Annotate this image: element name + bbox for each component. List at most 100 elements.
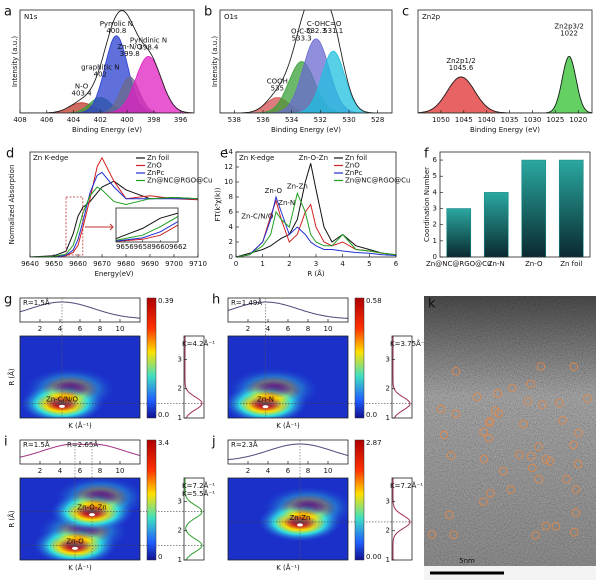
plot-frame bbox=[439, 151, 591, 258]
x-tick-label: 1040 bbox=[478, 116, 496, 124]
inset-line bbox=[116, 221, 178, 242]
r-profile bbox=[392, 336, 411, 418]
panel-label: a bbox=[4, 5, 12, 20]
atom-marker bbox=[526, 451, 536, 461]
colorbar-label: 3.4 bbox=[158, 439, 170, 447]
atom-marker bbox=[569, 440, 578, 450]
y-axis-label: Intensity (a.u.) bbox=[211, 36, 219, 88]
y-tick-label: 2 bbox=[433, 221, 437, 229]
y-tick-label: 3 bbox=[178, 497, 182, 505]
peak-dot bbox=[89, 513, 95, 517]
bar bbox=[483, 192, 509, 258]
colorbar-label: 0.00 bbox=[366, 553, 382, 561]
y-tick-label: 3 bbox=[433, 205, 437, 213]
peak-dot bbox=[59, 404, 65, 408]
peak-name: Pyridinic N bbox=[130, 36, 167, 44]
x-tick-label: 4 bbox=[58, 467, 63, 475]
inset-tick-label: 9662 bbox=[169, 243, 187, 251]
y-tick-label: 4 bbox=[433, 188, 438, 196]
atom-marker bbox=[536, 362, 546, 371]
y-tick-label: 6 bbox=[433, 156, 438, 164]
atom-marker bbox=[515, 450, 524, 459]
r-profile bbox=[184, 478, 203, 560]
top-annotation: R=2.65Å bbox=[67, 440, 98, 449]
atom-marker bbox=[446, 451, 456, 460]
y-axis-label: FT(k³χ(k)) bbox=[214, 187, 222, 221]
series-line bbox=[236, 199, 396, 257]
wavelet-halo bbox=[228, 367, 320, 412]
plot-frame bbox=[227, 477, 349, 561]
y-tick-label: 10 bbox=[224, 178, 233, 186]
panel-label: e bbox=[220, 147, 228, 162]
y-axis-label: Normalized Absorption bbox=[8, 165, 16, 245]
x-tick-label: 4 bbox=[58, 325, 63, 333]
peak-name: Zn-Zn bbox=[290, 514, 311, 522]
peak-position: 533.3 bbox=[292, 35, 312, 43]
y-tick-label: 1 bbox=[386, 556, 390, 564]
colorbar bbox=[146, 439, 157, 561]
y-tick-label: 3 bbox=[178, 355, 182, 363]
peak-name: N-O bbox=[75, 83, 89, 91]
legend-label: ZnPc bbox=[147, 169, 164, 177]
inset-line bbox=[116, 212, 178, 240]
peak-dot bbox=[72, 546, 78, 550]
x-tick-label: 536 bbox=[256, 116, 270, 124]
plot-frame bbox=[19, 9, 195, 114]
peak-position: 531.1 bbox=[323, 27, 343, 35]
x-tick-label: 398 bbox=[147, 116, 160, 124]
plot-frame bbox=[19, 335, 141, 419]
plot-frame bbox=[417, 9, 593, 114]
x-tick-label: 528 bbox=[371, 116, 384, 124]
atom-marker bbox=[484, 433, 494, 443]
y-tick-label: 2 bbox=[386, 527, 390, 535]
peak-position: 402 bbox=[94, 71, 107, 79]
side-annotation: K=4.2Å⁻¹ bbox=[182, 339, 215, 348]
plot-frame bbox=[391, 477, 413, 561]
peak-position: 398.4 bbox=[138, 43, 159, 51]
y-axis-label: Coordination Number bbox=[423, 167, 431, 242]
scale-bar-label: 5nm bbox=[459, 557, 475, 565]
x-tick-label: Zn@NC@RGO@Cu bbox=[426, 260, 491, 268]
y-tick-label: 6 bbox=[229, 208, 234, 216]
peak-dot bbox=[262, 405, 269, 409]
x-axis-label: Binding Energy (eV) bbox=[470, 126, 540, 134]
atom-marker bbox=[583, 394, 592, 403]
colorbar-label: 0.58 bbox=[366, 297, 382, 305]
y-tick-label: 2 bbox=[178, 527, 182, 535]
x-tick-label: 400 bbox=[120, 116, 133, 124]
k-profile bbox=[20, 301, 140, 319]
x-tick-label: 10 bbox=[324, 467, 333, 475]
x-tick-label: 408 bbox=[13, 116, 26, 124]
atom-marker bbox=[541, 522, 551, 531]
peak-name: Zn2p1/2 bbox=[446, 57, 475, 65]
k-profile bbox=[228, 443, 348, 461]
x-tick-label: 404 bbox=[67, 116, 81, 124]
x-tick-label: 532 bbox=[314, 116, 327, 124]
x-tick-label: 6 bbox=[394, 260, 399, 268]
y-tick-label: 1 bbox=[178, 556, 182, 564]
colorbar-label: 2.87 bbox=[366, 439, 382, 447]
legend-label: ZnPc bbox=[345, 169, 362, 177]
y-tick-label: 1 bbox=[433, 237, 437, 245]
atom-marker bbox=[499, 466, 508, 476]
panel-label: k bbox=[428, 297, 436, 312]
micrograph-shade bbox=[424, 296, 596, 580]
peak-name: Zn-O-Zn bbox=[77, 504, 106, 512]
component-peak bbox=[220, 38, 392, 113]
bar bbox=[558, 159, 584, 258]
atom-marker bbox=[551, 521, 561, 531]
atom-marker bbox=[558, 416, 567, 425]
atom-marker bbox=[451, 409, 461, 418]
component-peak bbox=[20, 35, 194, 113]
top-annotation: R=1.5Å bbox=[23, 440, 50, 449]
x-tick-label: 1050 bbox=[432, 116, 450, 124]
y-axis-label: Intensity (a.u.) bbox=[11, 36, 19, 88]
series-line bbox=[30, 156, 198, 257]
peak-name: Pyrrolic N bbox=[100, 20, 133, 28]
x-tick-label: 396 bbox=[174, 116, 188, 124]
peak-position: 400.8 bbox=[106, 27, 126, 35]
x-tick-label: 9660 bbox=[69, 260, 87, 268]
inset-tick-label: 9658 bbox=[134, 243, 152, 251]
legend-label: Zn@NC@RGO@Cu bbox=[345, 177, 410, 185]
